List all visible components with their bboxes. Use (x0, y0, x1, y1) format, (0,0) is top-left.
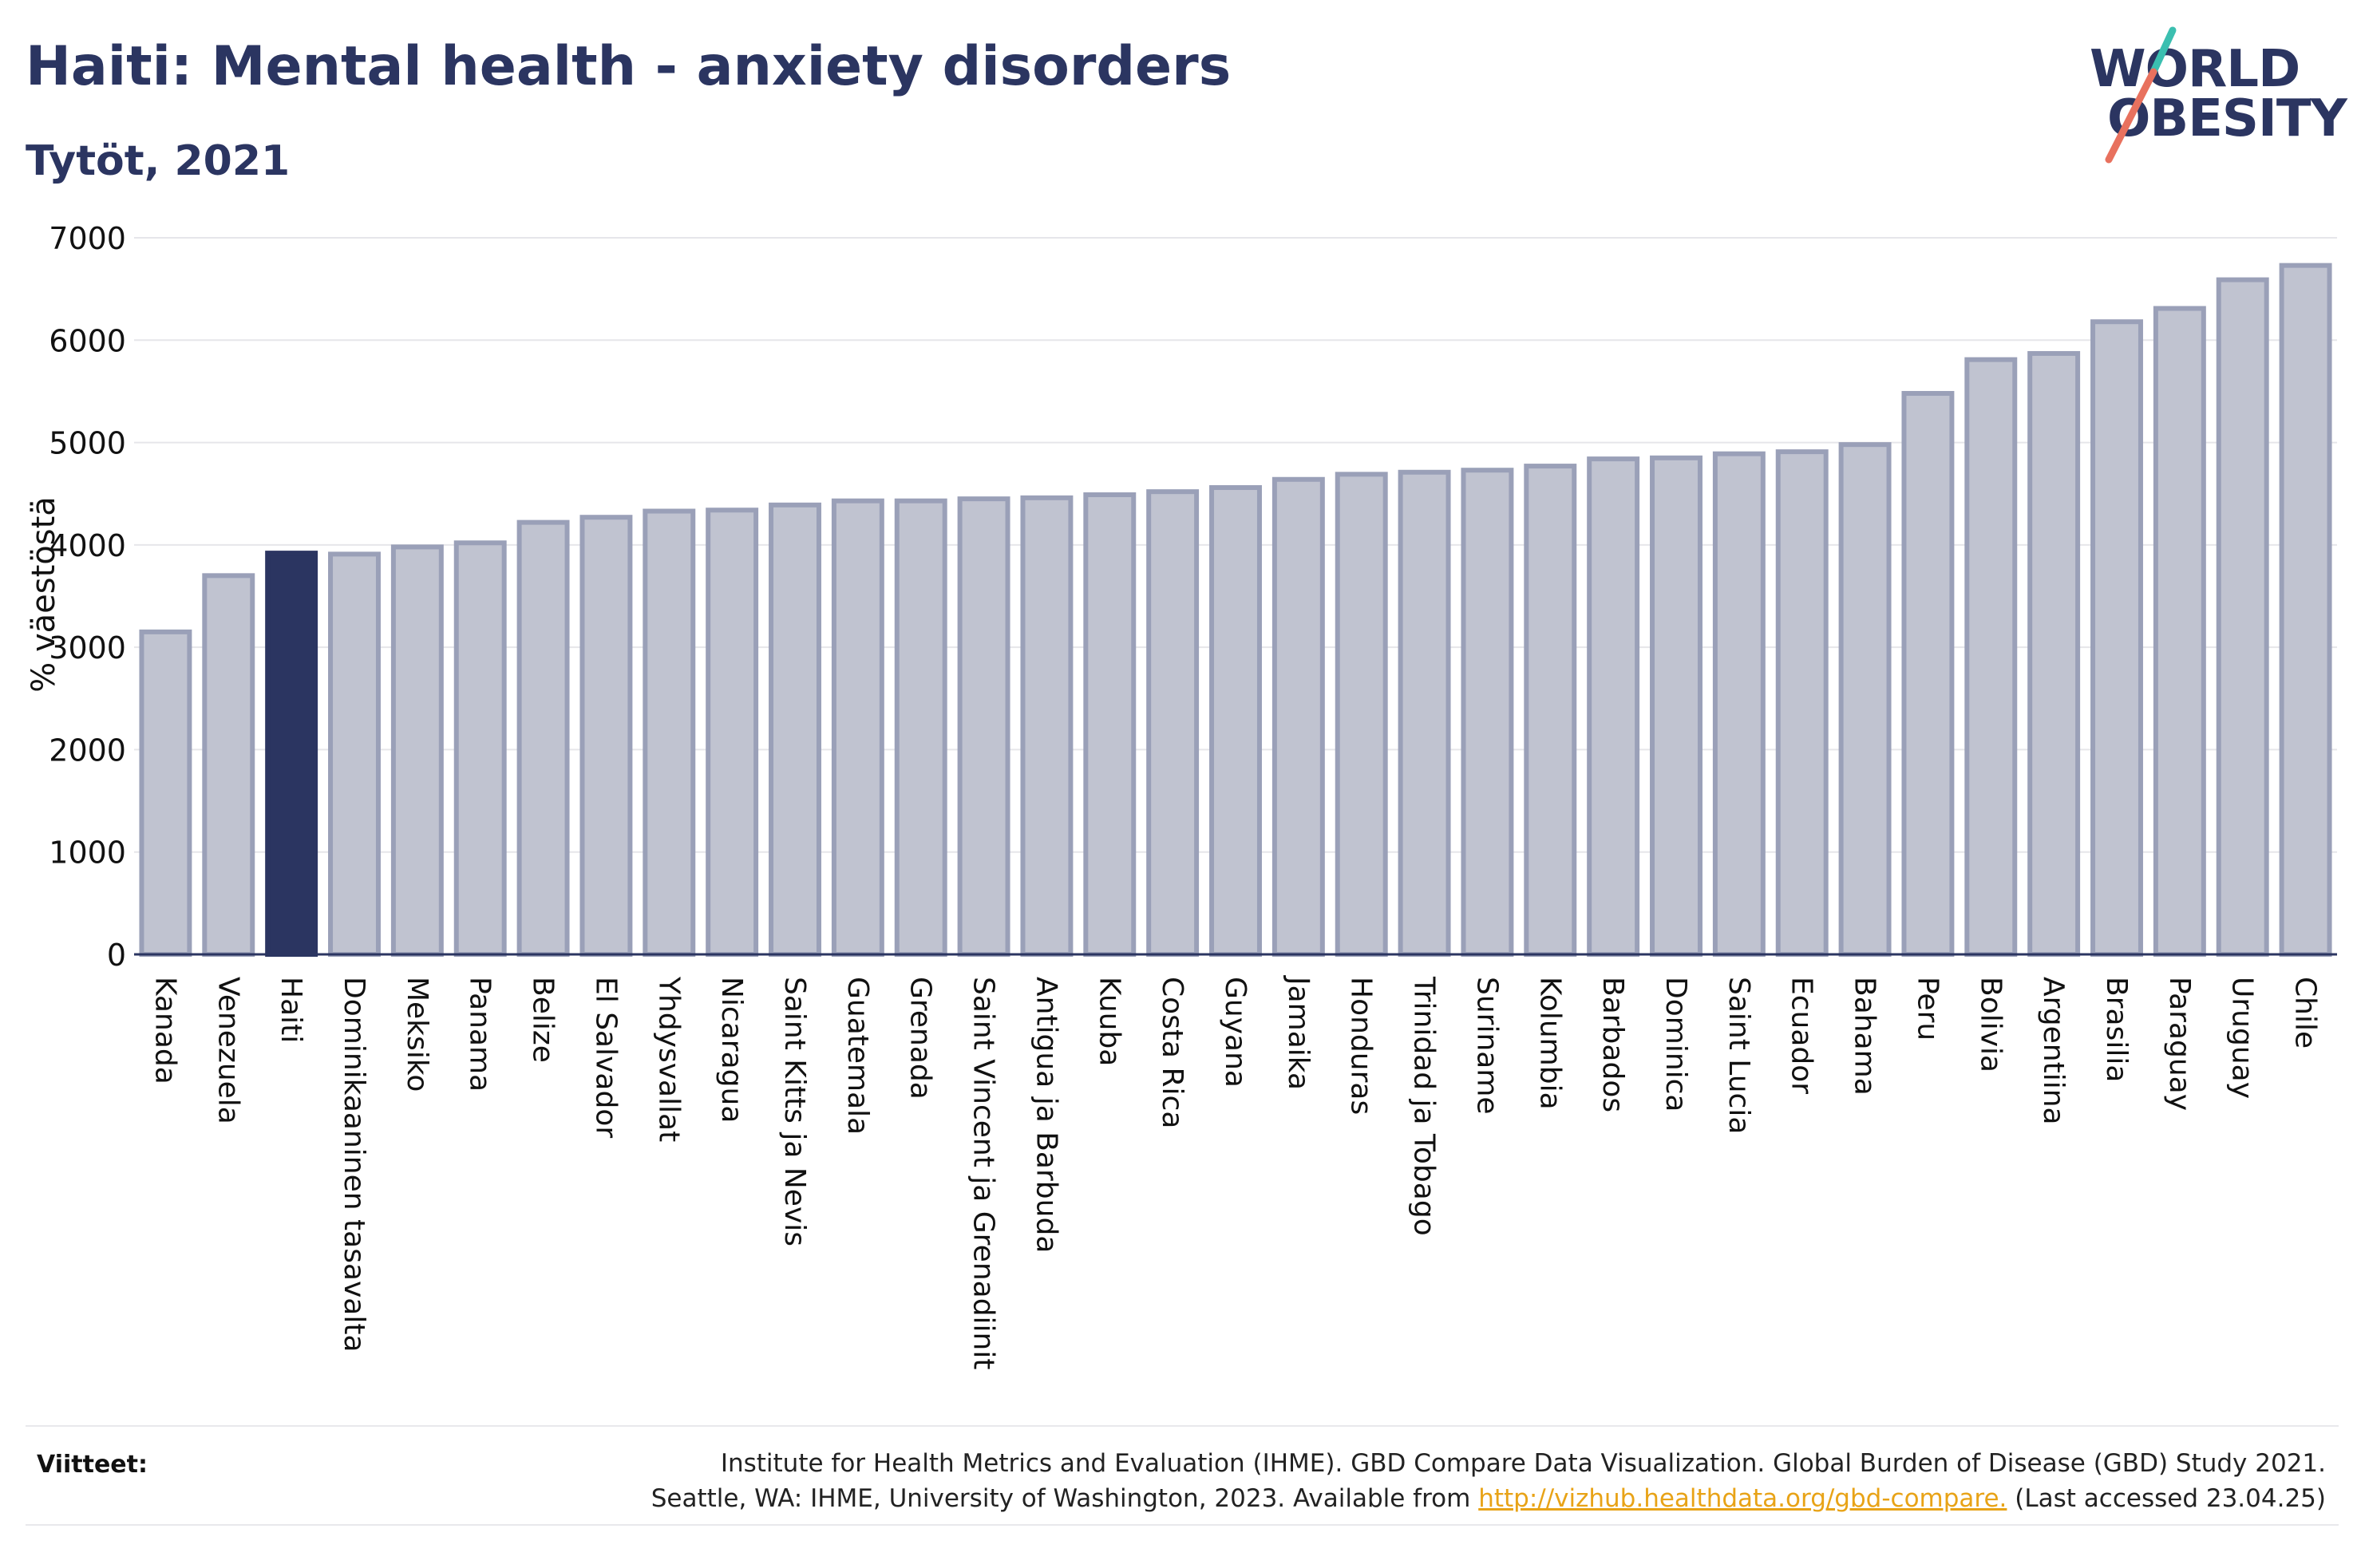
footer-divider-bottom (26, 1524, 2339, 1526)
x-tick-label: Saint Kitts ja Nevis (778, 977, 811, 1246)
x-tick-label: Jamaika (1282, 975, 1315, 1090)
x-tick-label: Paraguay (2163, 977, 2196, 1111)
y-tick-label: 3000 (49, 630, 126, 666)
bar-bahama[interactable] (1838, 442, 1892, 957)
bar-yhdysvallat[interactable] (643, 508, 696, 957)
footer-divider-top (26, 1425, 2339, 1427)
bar-panama[interactable] (453, 540, 507, 957)
x-tick-label: Saint Lucia (1722, 977, 1755, 1134)
x-tick-label: Dominica (1659, 977, 1692, 1112)
x-tick-label: Honduras (1345, 977, 1378, 1115)
x-tick-label: Bahama (1849, 977, 1881, 1096)
x-tick-label: Bolivia (1974, 977, 2007, 1072)
bar-peru[interactable] (1901, 390, 1955, 958)
bar-chile[interactable] (2279, 263, 2332, 957)
bar-brasilia[interactable] (2090, 319, 2143, 957)
chart-title: Haiti: Mental health - anxiety disorders (26, 35, 1232, 98)
footer-line-2: Seattle, WA: IHME, University of Washing… (651, 1481, 2326, 1516)
bar-uruguay[interactable] (2216, 277, 2269, 957)
bar-grenada[interactable] (894, 498, 947, 957)
x-tick-label: Antigua ja Barbuda (1030, 977, 1062, 1253)
x-tick-label: Guatemala (841, 977, 874, 1135)
x-tick-label: Yhdysvallat (652, 976, 685, 1142)
logo-line-1: WORLD (2090, 40, 2300, 99)
y-tick-label: 4000 (49, 528, 126, 563)
x-tick-label: Panama (464, 977, 496, 1092)
bar-dominikaaninen-tasavalta[interactable] (328, 551, 381, 957)
bar-ecuador[interactable] (1775, 449, 1829, 957)
bar-saint-lucia[interactable] (1712, 451, 1766, 957)
bar-saint-kitts-ja-nevis[interactable] (769, 502, 821, 957)
x-tick-label: Belize (527, 977, 560, 1063)
y-axis-label: % väestöstä (26, 496, 62, 693)
x-tick-label: Peru (1911, 977, 1944, 1041)
x-tick-label: Guyana (1219, 977, 1252, 1088)
bar-kanada[interactable] (139, 629, 192, 958)
x-tick-label: Venezuela (212, 977, 244, 1124)
x-tick-label: Brasilia (2100, 977, 2133, 1082)
bar-dominica[interactable] (1650, 455, 1703, 957)
y-tick-label: 2000 (49, 733, 126, 768)
chart-subtitle: Tytöt, 2021 (26, 137, 291, 185)
y-tick-label: 5000 (49, 426, 126, 461)
bar-guatemala[interactable] (831, 498, 884, 957)
x-tick-label: Saint Vincent ja Grenadiinit (967, 977, 1000, 1370)
bar-paraguay[interactable] (2153, 306, 2206, 957)
bar-jamaika[interactable] (1271, 476, 1325, 957)
bar-venezuela[interactable] (202, 573, 255, 957)
x-tick-label: Kuuba (1093, 977, 1125, 1066)
x-tick-label: Grenada (904, 977, 937, 1100)
bar-haiti[interactable] (265, 551, 318, 957)
bar-costa-rica[interactable] (1146, 489, 1200, 957)
y-tick-label: 0 (107, 938, 126, 973)
x-tick-label: Meksiko (401, 977, 433, 1092)
bar-meksiko[interactable] (390, 544, 444, 957)
bar-barbados[interactable] (1587, 456, 1640, 957)
bar-kuuba[interactable] (1083, 492, 1137, 957)
bar-saint-vincent-ja-grenadiinit[interactable] (957, 496, 1010, 957)
y-tick-label: 6000 (49, 323, 126, 358)
x-tick-label: Argentiina (2037, 977, 2070, 1125)
x-tick-label: Kolumbia (1533, 977, 1566, 1110)
world-obesity-logo: WORLD OBESITY (2083, 24, 2347, 168)
x-tick-label: Kanada (148, 977, 181, 1084)
bar-guyana[interactable] (1209, 485, 1262, 957)
x-tick-label: Uruguay (2226, 977, 2259, 1099)
source-link[interactable]: http://vizhub.healthdata.org/gbd-compare… (1478, 1484, 2007, 1513)
x-tick-label: Ecuador (1786, 977, 1818, 1094)
x-tick-label: Trinidad ja Tobago (1408, 976, 1441, 1236)
bar-el-salvador[interactable] (579, 515, 633, 957)
x-tick-label: Costa Rica (1156, 977, 1188, 1128)
x-tick-label: Suriname (1470, 977, 1503, 1115)
y-tick-label: 7000 (49, 221, 126, 256)
bar-trinidad-ja-tobago[interactable] (1398, 469, 1451, 957)
label-layer: Kanada Venezuela Haiti Dominikaaninen tasav… (148, 975, 2321, 1370)
bar-belize[interactable] (516, 519, 570, 957)
bar-chart: 0 1000 2000 3000 4000 5000 6000 7000 Kanada Vene… (26, 221, 2337, 1370)
footer-line-1: Institute for Health Metrics and Evaluat… (720, 1449, 2326, 1478)
bar-honduras[interactable] (1335, 472, 1388, 957)
x-tick-label: El Salvador (589, 977, 622, 1138)
y-tick-label: 1000 (49, 835, 126, 871)
footer-line-2-suffix: (Last accessed 23.04.25) (2007, 1484, 2326, 1513)
bar-argentiina[interactable] (2027, 350, 2081, 958)
logo-line-2: OBESITY (2107, 89, 2347, 148)
x-tick-label: Nicaragua (715, 977, 748, 1123)
footer-line-2-text: Seattle, WA: IHME, University of Washing… (651, 1484, 1479, 1513)
bar-antigua-ja-barbuda[interactable] (1020, 495, 1074, 957)
bar-kolumbia[interactable] (1524, 464, 1577, 957)
bar-suriname[interactable] (1461, 468, 1514, 957)
bar-layer (139, 263, 2332, 958)
x-tick-label: Haiti (275, 977, 307, 1043)
axis-layer: 0 1000 2000 3000 4000 5000 6000 7000 (49, 221, 2337, 973)
bar-nicaragua[interactable] (706, 508, 759, 957)
x-tick-label: Chile (2289, 977, 2322, 1049)
footer-references: Institute for Health Metrics and Evaluat… (651, 1446, 2326, 1516)
x-tick-label: Barbados (1596, 977, 1629, 1112)
footer-label: Viitteet: (37, 1451, 148, 1479)
x-tick-label: Dominikaaninen tasavalta (338, 977, 370, 1353)
bar-bolivia[interactable] (1964, 357, 2018, 958)
logo-slash-icon (2105, 26, 2177, 164)
